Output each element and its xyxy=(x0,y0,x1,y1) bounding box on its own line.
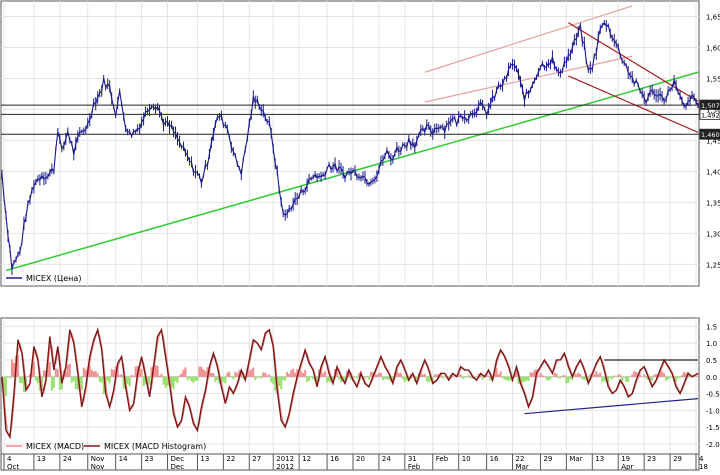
price-tick-label: 1,300 xyxy=(706,230,720,238)
time-tick-label: 24 xyxy=(63,455,72,463)
time-tick-label: 31 xyxy=(408,455,417,463)
time-tick-label: 10 xyxy=(462,455,471,463)
time-tick-label: 19 xyxy=(621,455,630,463)
macd-tick-label: -2.0 xyxy=(706,441,720,449)
macd-tick-label: 1.0 xyxy=(706,340,717,348)
macd-tick-label: 0.5 xyxy=(706,357,717,365)
macd-support-line xyxy=(524,397,699,415)
time-tick-label: 24 xyxy=(382,455,391,463)
price-tag-label: 1,460 xyxy=(701,131,720,139)
channel-upper xyxy=(424,5,633,73)
time-tick-label: 4 xyxy=(7,455,12,463)
time-tick-label: 23 xyxy=(647,455,656,463)
down-channel-lower xyxy=(568,75,699,133)
macd-annotations xyxy=(524,359,699,415)
time-sub-label: Apr xyxy=(621,463,633,471)
time-tick-label: Dec xyxy=(171,455,185,463)
time-tick-label: 16 xyxy=(490,455,499,463)
price-tick-label: 1,500 xyxy=(706,106,720,114)
price-y-axis: 1,250 1,300 1,350 1,400 1,450 1,500 1,550 1,600… xyxy=(706,13,720,269)
price-legend-label: MICEX (Цена) xyxy=(26,274,81,283)
time-sub-label: 2012 xyxy=(276,463,294,471)
time-sub-label: Oct xyxy=(7,463,19,471)
time-tick-label: 29 xyxy=(673,455,682,463)
price-tick-label: 1,450 xyxy=(706,137,720,145)
price-plot-frame xyxy=(0,0,700,287)
time-axis: 4 13 24 Nov 14 23 Dec 13 22 27 2012 12 16 20 24 31 Feb 10… xyxy=(0,453,708,471)
time-tick-label: 13 xyxy=(200,455,209,463)
price-tag-label: 1,5072 xyxy=(701,102,720,110)
time-sub-label: Nov xyxy=(91,463,105,471)
price-tag-label: 1,492 xyxy=(701,111,720,119)
macd-tick-label: 1.5 xyxy=(706,323,717,331)
time-sub-label: Dec xyxy=(171,463,185,471)
price-tick-label: 1,250 xyxy=(706,261,720,269)
time-tick-label: 29 xyxy=(543,455,552,463)
time-tick-label: 13 xyxy=(595,455,604,463)
time-tick-label: 12 xyxy=(302,455,311,463)
price-tick-label: 1,350 xyxy=(706,199,720,207)
macd-hist-legend-label: MICEX (MACD Histogram) xyxy=(104,442,206,451)
price-tick-label: 1,550 xyxy=(706,75,720,83)
macd-tick-label: -1.5 xyxy=(706,424,720,432)
price-tag xyxy=(699,108,720,120)
time-tick-label: 2012 xyxy=(276,455,294,463)
macd-tick-label: -0.5 xyxy=(706,391,720,399)
time-sub-label: 18 xyxy=(699,463,708,471)
time-tick-label: 22 xyxy=(516,455,525,463)
price-line xyxy=(1,21,699,270)
price-tick-label: 1,600 xyxy=(706,44,720,52)
time-tick-label: Nov xyxy=(91,455,105,463)
time-tick-label: 20 xyxy=(356,455,365,463)
price-tick-label: 1,650 xyxy=(706,13,720,21)
time-sub-label: Feb xyxy=(408,463,421,471)
macd-plot-frame xyxy=(0,317,700,455)
price-grid xyxy=(1,1,699,286)
macd-line xyxy=(1,327,699,440)
price-series xyxy=(1,19,699,276)
macd-tick-label: -1.0 xyxy=(706,407,720,415)
price-panel: 1,50721,492 1,460 1,250 1,300 1,350 1,400 1,4… xyxy=(0,0,720,287)
time-tick-label: 4 xyxy=(699,455,704,463)
time-tick-label: Mar xyxy=(569,455,582,463)
time-tick-label: 23 xyxy=(145,455,154,463)
price-tag xyxy=(699,128,720,140)
time-sub-label: Mar xyxy=(516,463,529,471)
price-tick-label: 1,400 xyxy=(706,168,720,176)
macd-y-axis: -2.0 -1.5 -1.0 -0.5 0.0 0.5 1.0 1.5 xyxy=(706,323,720,449)
channel-lower xyxy=(424,55,633,103)
time-tick-label: 16 xyxy=(330,455,339,463)
macd-tick-label: 0.0 xyxy=(706,374,717,382)
time-tick-label: Feb xyxy=(436,455,449,463)
time-axis-ticks: 4 13 24 Nov 14 23 Dec 13 22 27 2012 12 16 20 24 31 Feb 10… xyxy=(3,454,708,471)
time-tick-label: 13 xyxy=(37,455,46,463)
time-axis-frame xyxy=(0,453,700,471)
macd-panel: -2.0 -1.5 -1.0 -0.5 0.0 0.5 1.0 1.5 MICEX (MACD… xyxy=(0,317,720,455)
time-tick-label: 14 xyxy=(119,455,128,463)
time-tick-label: 27 xyxy=(252,455,261,463)
macd-series xyxy=(1,327,699,440)
macd-legend-label: MICEX (MACD) xyxy=(26,442,84,451)
time-tick-label: 22 xyxy=(226,455,235,463)
